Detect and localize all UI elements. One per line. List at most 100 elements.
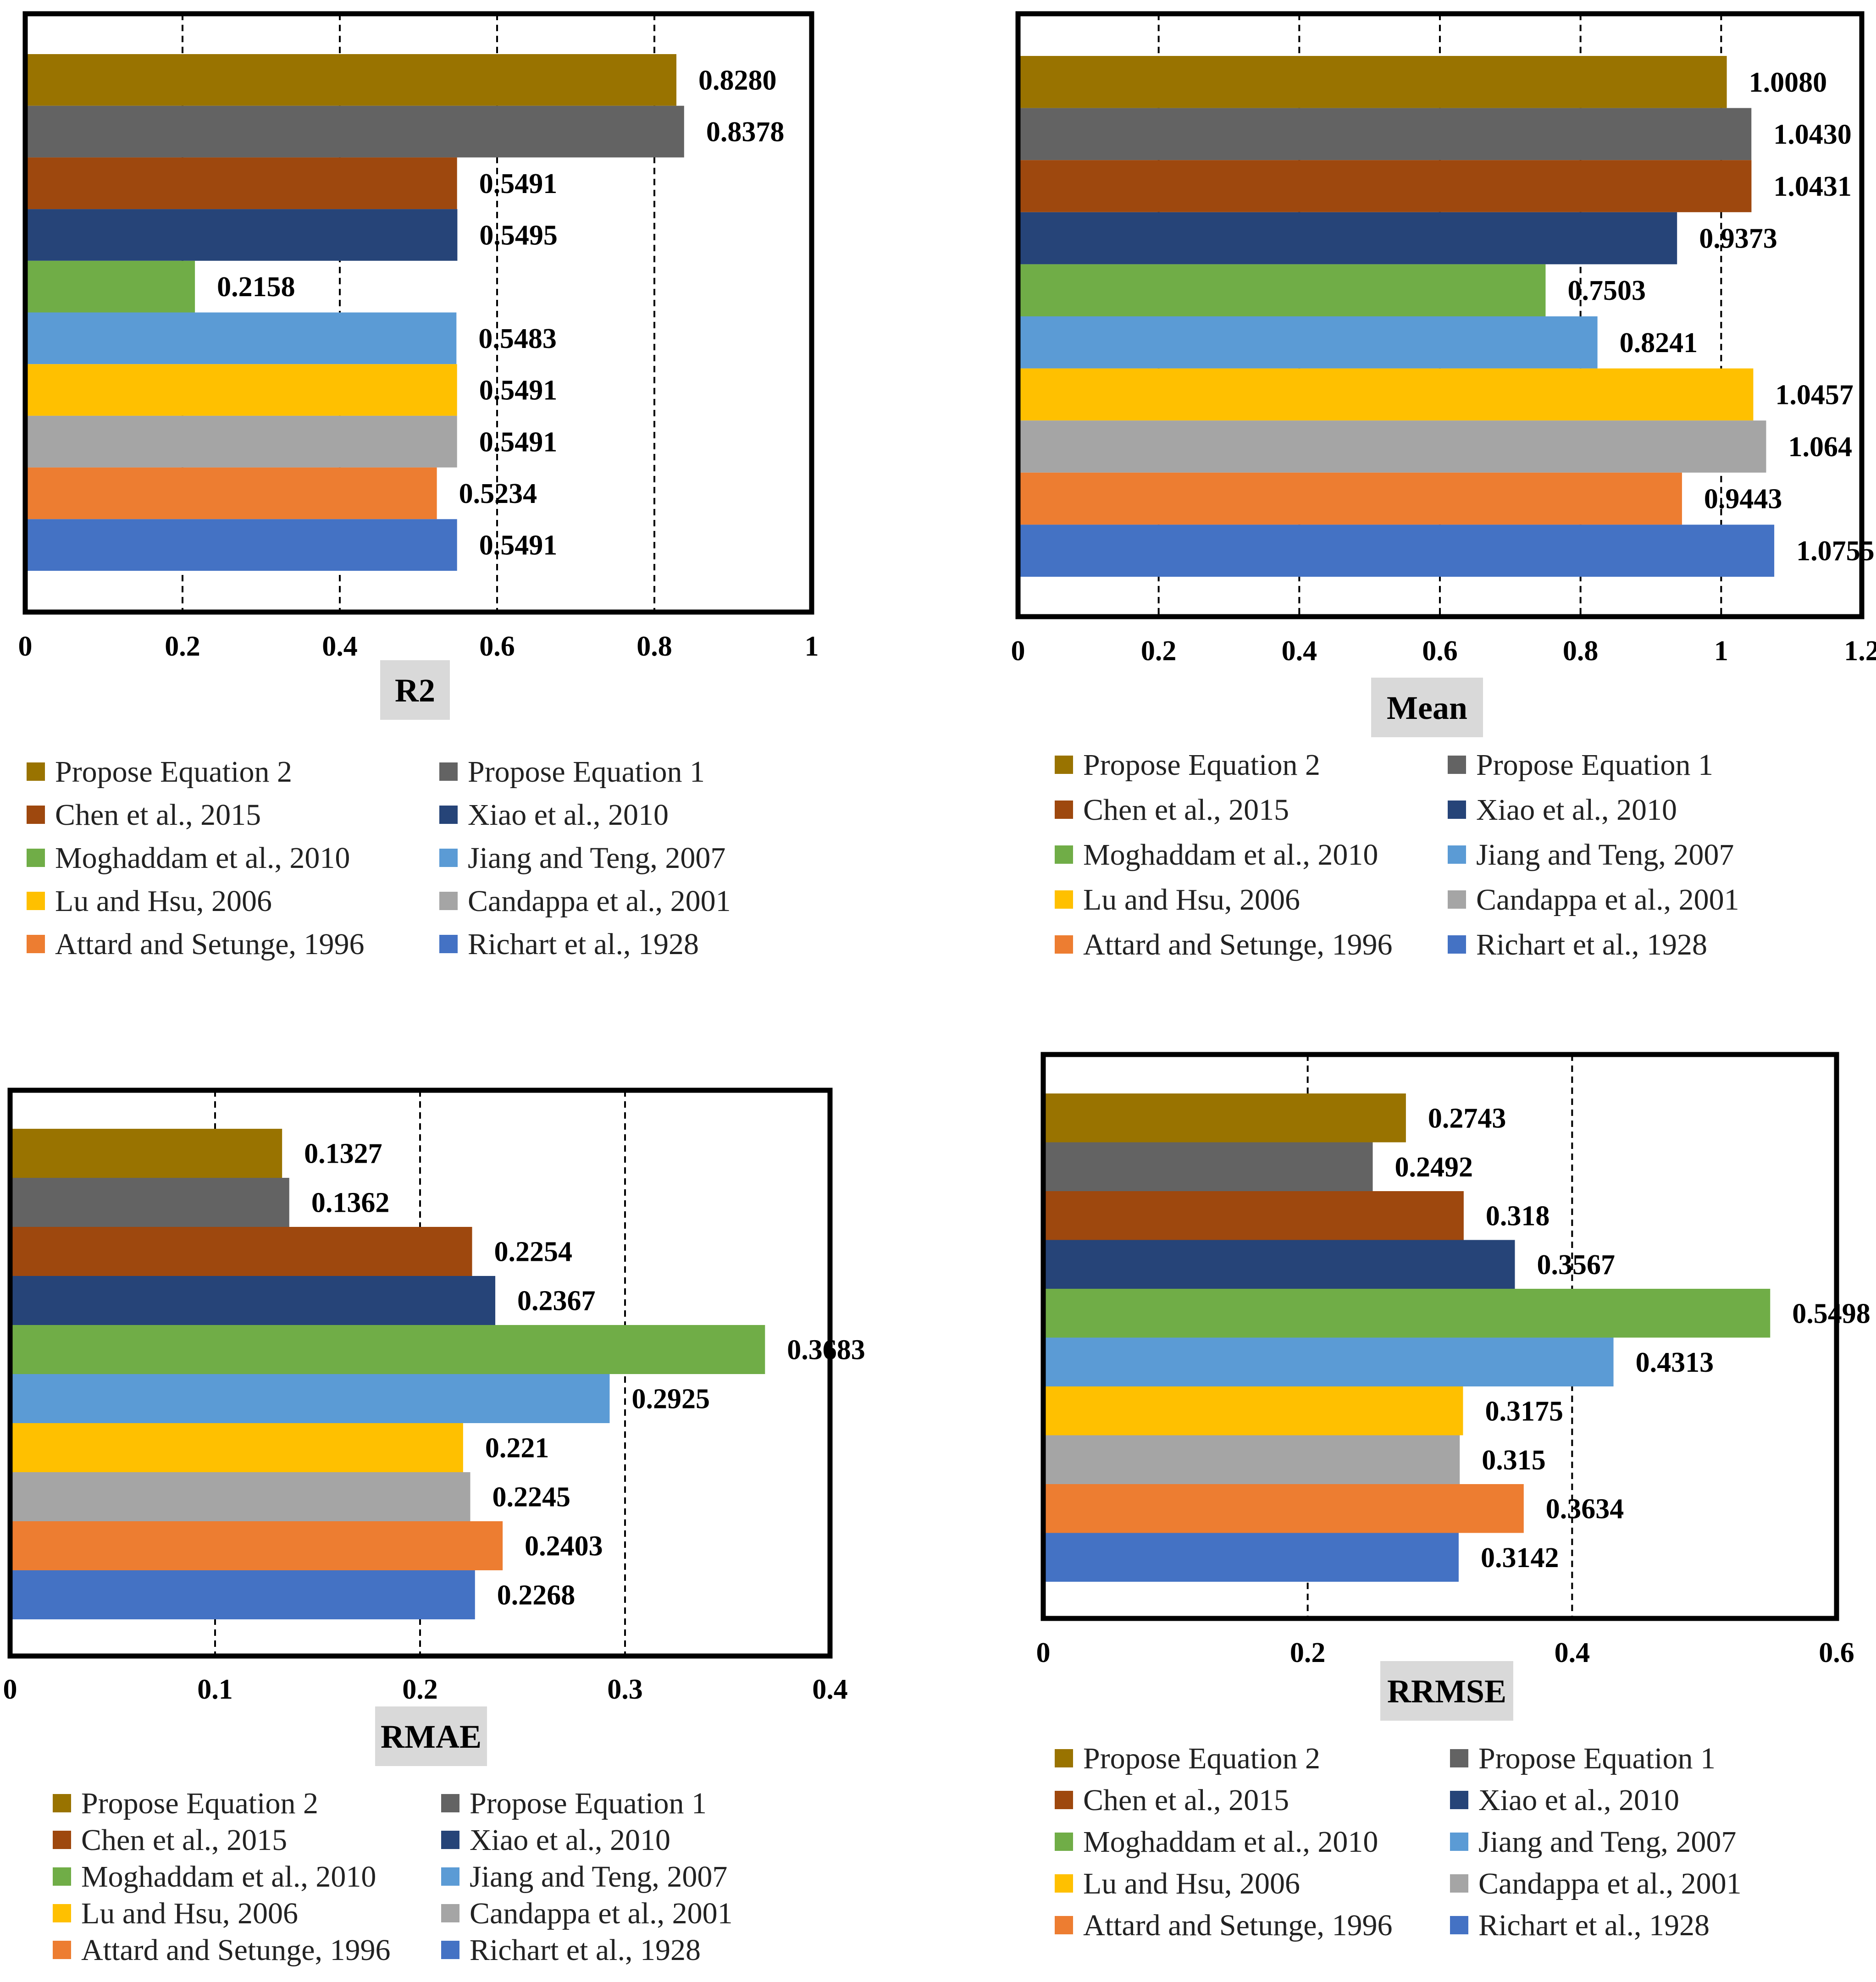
x-tick-label: 0.6	[1422, 635, 1458, 667]
data-label: 0.7503	[1567, 275, 1646, 306]
bar-propose-equation-1	[25, 105, 684, 158]
legend-entry-lu-and-hsu-2006: Lu and Hsu, 2006	[81, 1897, 298, 1930]
bar-lu-and-hsu-2006	[10, 1423, 463, 1472]
data-label: 0.9373	[1699, 223, 1777, 254]
legend-entry-candappa-et-al-2001: Candappa et al., 2001	[1478, 1867, 1742, 1900]
legend-swatch	[1055, 890, 1073, 909]
legend-entry-propose-equation-2: Propose Equation 2	[1083, 1742, 1320, 1775]
legend-swatch	[1055, 1749, 1073, 1767]
data-label: 0.9443	[1704, 484, 1782, 515]
data-label: 0.2367	[517, 1286, 596, 1317]
bar-attard-and-setunge-1996	[1018, 472, 1682, 525]
bar-xiao-et-al-2010	[10, 1276, 496, 1325]
bar-candappa-et-al-2001	[1043, 1435, 1460, 1484]
bar-attard-and-setunge-1996	[10, 1521, 503, 1570]
legend-entry-attard-and-setunge-1996: Attard and Setunge, 1996	[1083, 1909, 1393, 1942]
legend: Propose Equation 2 Propose Equation 1 Chen…	[1055, 748, 1739, 961]
bar-chen-et-al-2015	[25, 157, 457, 210]
legend-entry-jiang-and-teng-2007: Jiang and Teng, 2007	[1478, 1825, 1736, 1859]
data-label: 0.2158	[217, 271, 295, 303]
x-tick-label: 0.6	[479, 631, 515, 662]
axis-title-background	[380, 660, 450, 720]
legend-entry-chen-et-al-2015: Chen et al., 2015	[55, 798, 261, 832]
data-label: 0.8241	[1620, 327, 1698, 359]
bar-chen-et-al-2015	[1018, 160, 1752, 212]
legend-swatch	[1055, 1916, 1073, 1934]
x-tick-label: 0.2	[1290, 1637, 1326, 1668]
bar-attard-and-setunge-1996	[25, 467, 437, 519]
legend-entry-xiao-et-al-2010: Xiao et al., 2010	[1476, 793, 1677, 827]
legend-swatch	[1450, 1791, 1468, 1809]
legend-entry-moghaddam-et-al-2010: Moghaddam et al., 2010	[55, 841, 350, 875]
legend-swatch	[1450, 1916, 1468, 1934]
data-label: 0.1327	[304, 1138, 382, 1170]
axis-title-background	[1371, 678, 1483, 737]
x-axis-title: RRMSE	[1387, 1673, 1506, 1710]
data-label: 0.5483	[478, 323, 557, 354]
legend-entry-lu-and-hsu-2006: Lu and Hsu, 2006	[1083, 1867, 1300, 1900]
x-tick-label: 0	[1036, 1637, 1051, 1668]
x-tick-label: 0.2	[1141, 635, 1177, 667]
bar-moghaddam-et-al-2010	[10, 1325, 765, 1374]
legend-swatch	[53, 1794, 71, 1812]
axis-title-background	[375, 1706, 487, 1766]
legend-swatch	[1450, 1833, 1468, 1851]
data-label: 0.5491	[479, 375, 558, 406]
legend-entry-propose-equation-2: Propose Equation 2	[1083, 748, 1320, 782]
bar-richart-et-al-1928	[10, 1570, 475, 1619]
bar-richart-et-al-1928	[1018, 524, 1775, 577]
data-label: 0.2925	[631, 1384, 710, 1415]
legend-swatch	[1055, 935, 1073, 954]
bar-attard-and-setunge-1996	[1043, 1484, 1524, 1533]
legend-swatch	[1055, 1874, 1073, 1893]
bar-xiao-et-al-2010	[1043, 1240, 1515, 1289]
legend-entry-candappa-et-al-2001: Candappa et al., 2001	[470, 1897, 733, 1930]
legend-entry-propose-equation-2: Propose Equation 2	[81, 1787, 318, 1820]
bar-lu-and-hsu-2006	[1018, 368, 1754, 421]
data-label: 0.221	[485, 1433, 549, 1464]
bar-candappa-et-al-2001	[1018, 420, 1766, 473]
x-tick-label: 0.4	[1555, 1637, 1590, 1668]
legend-entry-attard-and-setunge-1996: Attard and Setunge, 1996	[1083, 928, 1393, 961]
bar-propose-equation-2	[10, 1129, 282, 1178]
legend-swatch	[1450, 1749, 1468, 1767]
data-label: 0.3142	[1481, 1542, 1559, 1573]
chart-rmae: 0 0.1 0.2 0.3 0.4 0.1327 0.1362 0.2254 0.2367 0.3…	[3, 1088, 865, 1967]
data-label: 0.5491	[479, 530, 558, 561]
data-label: 0.5491	[479, 168, 558, 199]
data-label: 0.2743	[1428, 1103, 1506, 1134]
plot-frame	[22, 11, 814, 615]
data-label: 0.8280	[698, 65, 777, 96]
bar-propose-equation-1	[10, 1178, 289, 1227]
bar-jiang-and-teng-2007	[1018, 316, 1598, 369]
plot-frame	[1015, 11, 1865, 619]
plot-frame	[1040, 1052, 1839, 1621]
legend-swatch	[53, 1867, 71, 1886]
legend-entry-propose-equation-1: Propose Equation 1	[1478, 1742, 1716, 1775]
bar-jiang-and-teng-2007	[10, 1374, 610, 1423]
data-label: 0.5491	[479, 426, 558, 458]
x-tick-label: 0.1	[197, 1674, 233, 1705]
x-tick-label: 0.8	[636, 631, 672, 662]
legend-entry-jiang-and-teng-2007: Jiang and Teng, 2007	[1476, 838, 1734, 872]
legend-entry-propose-equation-1: Propose Equation 1	[1476, 748, 1713, 782]
data-label: 0.315	[1482, 1445, 1546, 1476]
legend-swatch	[439, 849, 458, 867]
legend-swatch	[53, 1941, 71, 1959]
legend: Propose Equation 2 Propose Equation 1 Chen…	[1055, 1742, 1742, 1942]
x-tick-label: 0.2	[402, 1674, 438, 1705]
legend-entry-candappa-et-al-2001: Candappa et al., 2001	[468, 884, 731, 918]
legend-swatch	[1055, 756, 1073, 774]
legend-entry-jiang-and-teng-2007: Jiang and Teng, 2007	[470, 1860, 727, 1894]
legend-entry-richart-et-al-1928: Richart et al., 1928	[470, 1933, 701, 1967]
data-label: 0.3567	[1537, 1249, 1615, 1281]
bar-lu-and-hsu-2006	[1043, 1386, 1463, 1435]
legend-entry-propose-equation-1: Propose Equation 1	[470, 1787, 707, 1820]
data-label: 0.3175	[1485, 1396, 1563, 1427]
legend-entry-xiao-et-al-2010: Xiao et al., 2010	[1478, 1783, 1679, 1817]
data-label: 0.5234	[459, 478, 537, 509]
x-tick-label: 0.2	[165, 631, 200, 662]
legend-entry-richart-et-al-1928: Richart et al., 1928	[1478, 1909, 1710, 1942]
chart-mean: 0 0.2 0.4 0.6 0.8 1 1.2 1.0080 1.0430 1.0431 0.937…	[1011, 11, 1876, 961]
